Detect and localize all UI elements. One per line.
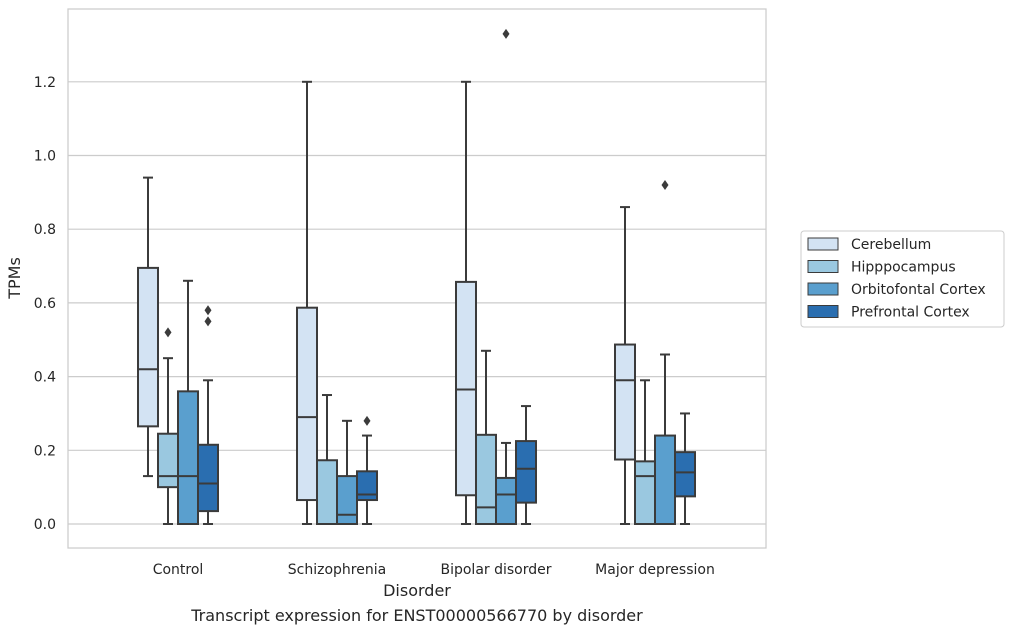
- y-tick-label: 0.0: [34, 517, 56, 533]
- y-tick-label: 0.2: [34, 443, 56, 459]
- outlier-marker: [204, 305, 212, 316]
- box-prefrontal-cortex-schizophrenia: [356, 415, 378, 525]
- iqr-box: [316, 459, 338, 526]
- iqr-box: [336, 475, 358, 525]
- y-tick-labels: 0.0 0.2 0.4 0.6 0.8 1.0 1.2: [34, 75, 56, 533]
- x-tick-label: Control: [153, 562, 204, 578]
- boxes: [137, 28, 696, 526]
- x-tick-label: Schizophrenia: [288, 562, 386, 578]
- box-prefrontal-cortex-bipolar-disorder: [515, 405, 537, 525]
- legend-swatch: [807, 260, 839, 273]
- iqr-box: [495, 476, 517, 525]
- legend-frame: [800, 230, 1005, 328]
- iqr-box: [614, 343, 636, 461]
- iqr-box: [296, 306, 318, 502]
- legend: Cerebellum Hipppocampus Orbitofontal Corte…: [800, 230, 1005, 328]
- iqr-box: [356, 470, 378, 502]
- legend-swatch: [807, 305, 839, 318]
- legend-label: Prefrontal Cortex: [851, 305, 970, 321]
- legend-swatch: [807, 237, 839, 251]
- legend-item-cerebellum: Cerebellum: [807, 237, 931, 253]
- figure-caption: Transcript expression for ENST0000056677…: [191, 606, 643, 625]
- legend-swatch: [807, 282, 839, 296]
- iqr-box: [197, 443, 219, 513]
- legend-label: Orbitofontal Cortex: [851, 282, 986, 298]
- iqr-box: [654, 434, 676, 525]
- iqr-box: [475, 433, 497, 525]
- box-prefrontal-cortex-major-depression: [674, 412, 696, 525]
- outlier-marker: [363, 415, 371, 426]
- box-prefrontal-cortex-control: [197, 305, 219, 525]
- y-tick-label: 0.6: [34, 296, 56, 312]
- iqr-box: [157, 432, 179, 489]
- iqr-box: [674, 451, 696, 498]
- y-tick-label: 1.2: [34, 75, 56, 91]
- box-orbitofontal-cortex-major-depression: [654, 179, 676, 525]
- box-hipppocampus-major-depression: [634, 379, 656, 526]
- legend-label: Cerebellum: [851, 237, 931, 253]
- x-axis-label: Disorder: [383, 581, 451, 600]
- box-cerebellum-major-depression: [614, 206, 636, 525]
- iqr-box: [177, 390, 199, 525]
- legend-item-hipppocampus: Hipppocampus: [807, 260, 956, 276]
- legend-item-orbitofontal-cortex: Orbitofontal Cortex: [807, 282, 986, 298]
- box-hipppocampus-bipolar-disorder: [475, 349, 497, 525]
- legend-item-prefrontal-cortex: Prefrontal Cortex: [807, 305, 970, 321]
- iqr-box: [137, 266, 159, 428]
- x-tick-labels: Control Schizophrenia Bipolar disorder Majo…: [153, 562, 715, 578]
- box-cerebellum-bipolar-disorder: [455, 80, 477, 525]
- iqr-box: [634, 460, 656, 526]
- x-tick-label: Major depression: [595, 562, 715, 578]
- y-tick-label: 1.0: [34, 149, 56, 165]
- iqr-box: [515, 440, 537, 504]
- plot-frame: [67, 8, 767, 549]
- box-hipppocampus-schizophrenia: [316, 394, 338, 526]
- box-orbitofontal-cortex-bipolar-disorder: [495, 28, 517, 525]
- outlier-marker: [164, 327, 172, 338]
- y-axis-label: TPMs: [5, 257, 24, 300]
- box-orbitofontal-cortex-schizophrenia: [336, 419, 358, 525]
- outlier-marker: [661, 179, 669, 190]
- box-cerebellum-schizophrenia: [296, 80, 318, 525]
- outlier-marker: [502, 28, 510, 39]
- x-tick-label: Bipolar disorder: [440, 562, 551, 578]
- y-tick-label: 0.8: [34, 222, 56, 238]
- box-hipppocampus-control: [157, 327, 179, 525]
- y-tick-label: 0.4: [34, 370, 56, 386]
- box-orbitofontal-cortex-control: [177, 279, 199, 525]
- outlier-marker: [204, 316, 212, 327]
- box-cerebellum-control: [137, 176, 159, 478]
- legend-label: Hipppocampus: [851, 260, 956, 276]
